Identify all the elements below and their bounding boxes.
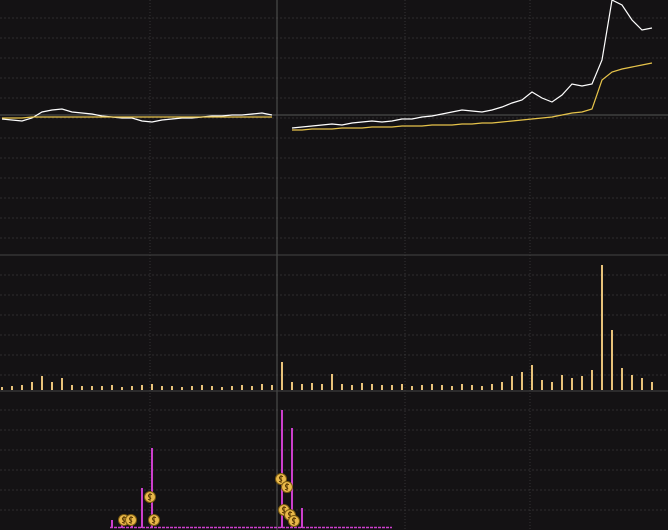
- bar: [481, 386, 483, 390]
- bar: [301, 384, 303, 390]
- bar: [241, 385, 243, 390]
- bar: [391, 385, 393, 390]
- bar: [231, 386, 233, 390]
- money-bag-mark: [291, 517, 297, 525]
- bar: [581, 376, 583, 390]
- bar: [271, 385, 273, 390]
- money-bag-mark: [121, 516, 127, 524]
- bar: [371, 384, 373, 390]
- bar: [201, 385, 203, 390]
- bar: [111, 520, 113, 528]
- bar: [161, 386, 163, 390]
- money-bag-mark: [281, 506, 287, 514]
- bar: [291, 382, 293, 390]
- bar: [1, 387, 3, 390]
- bar: [441, 385, 443, 390]
- bar: [251, 386, 253, 390]
- bar: [11, 386, 13, 390]
- bar: [31, 382, 33, 390]
- bar: [321, 384, 323, 390]
- bar: [521, 372, 523, 390]
- bar: [91, 386, 93, 390]
- bar: [421, 385, 423, 390]
- bar: [541, 380, 543, 390]
- bar: [191, 386, 193, 390]
- bar: [621, 368, 623, 390]
- bar: [431, 384, 433, 390]
- bar: [121, 387, 123, 390]
- bar: [411, 386, 413, 390]
- bar: [361, 383, 363, 390]
- bar: [221, 387, 223, 390]
- bar: [21, 385, 23, 390]
- bar: [471, 385, 473, 390]
- bar: [171, 386, 173, 390]
- bar: [281, 410, 283, 528]
- bar: [491, 384, 493, 390]
- bar: [291, 428, 293, 528]
- bar: [461, 384, 463, 390]
- bar: [601, 265, 603, 390]
- bar: [51, 382, 53, 390]
- bar: [511, 376, 513, 390]
- bar: [41, 376, 43, 390]
- money-bag-mark: [128, 516, 134, 524]
- bar: [101, 386, 103, 390]
- bar: [501, 382, 503, 390]
- bar: [151, 384, 153, 390]
- bar: [141, 385, 143, 390]
- bar: [351, 385, 353, 390]
- bar: [641, 378, 643, 390]
- bar: [261, 384, 263, 390]
- bar: [311, 383, 313, 390]
- bar: [591, 370, 593, 390]
- money-bag-mark: [147, 493, 153, 501]
- bar: [281, 362, 283, 390]
- bar: [301, 508, 303, 528]
- bar: [61, 378, 63, 390]
- bar: [551, 382, 553, 390]
- money-bag-mark: [151, 516, 157, 524]
- money-bag-mark: [284, 483, 290, 491]
- signal-icons: [118, 473, 300, 527]
- bar: [611, 330, 613, 390]
- bar: [631, 375, 633, 390]
- bar: [571, 378, 573, 390]
- bar: [651, 382, 653, 390]
- bar: [181, 387, 183, 390]
- bar: [341, 384, 343, 390]
- money-bag-mark: [278, 475, 284, 483]
- bar: [561, 375, 563, 390]
- line-series: [1, 0, 653, 129]
- line-series: [2, 62, 653, 131]
- bar: [331, 374, 333, 390]
- bar: [131, 386, 133, 390]
- bar: [71, 385, 73, 390]
- bar: [141, 488, 143, 528]
- bar: [151, 448, 153, 528]
- bar: [531, 365, 533, 390]
- bar: [81, 386, 83, 390]
- bar: [111, 385, 113, 390]
- bar: [211, 386, 213, 390]
- marks: [1, 0, 653, 528]
- bar: [381, 385, 383, 390]
- bar: [401, 384, 403, 390]
- bar: [451, 386, 453, 390]
